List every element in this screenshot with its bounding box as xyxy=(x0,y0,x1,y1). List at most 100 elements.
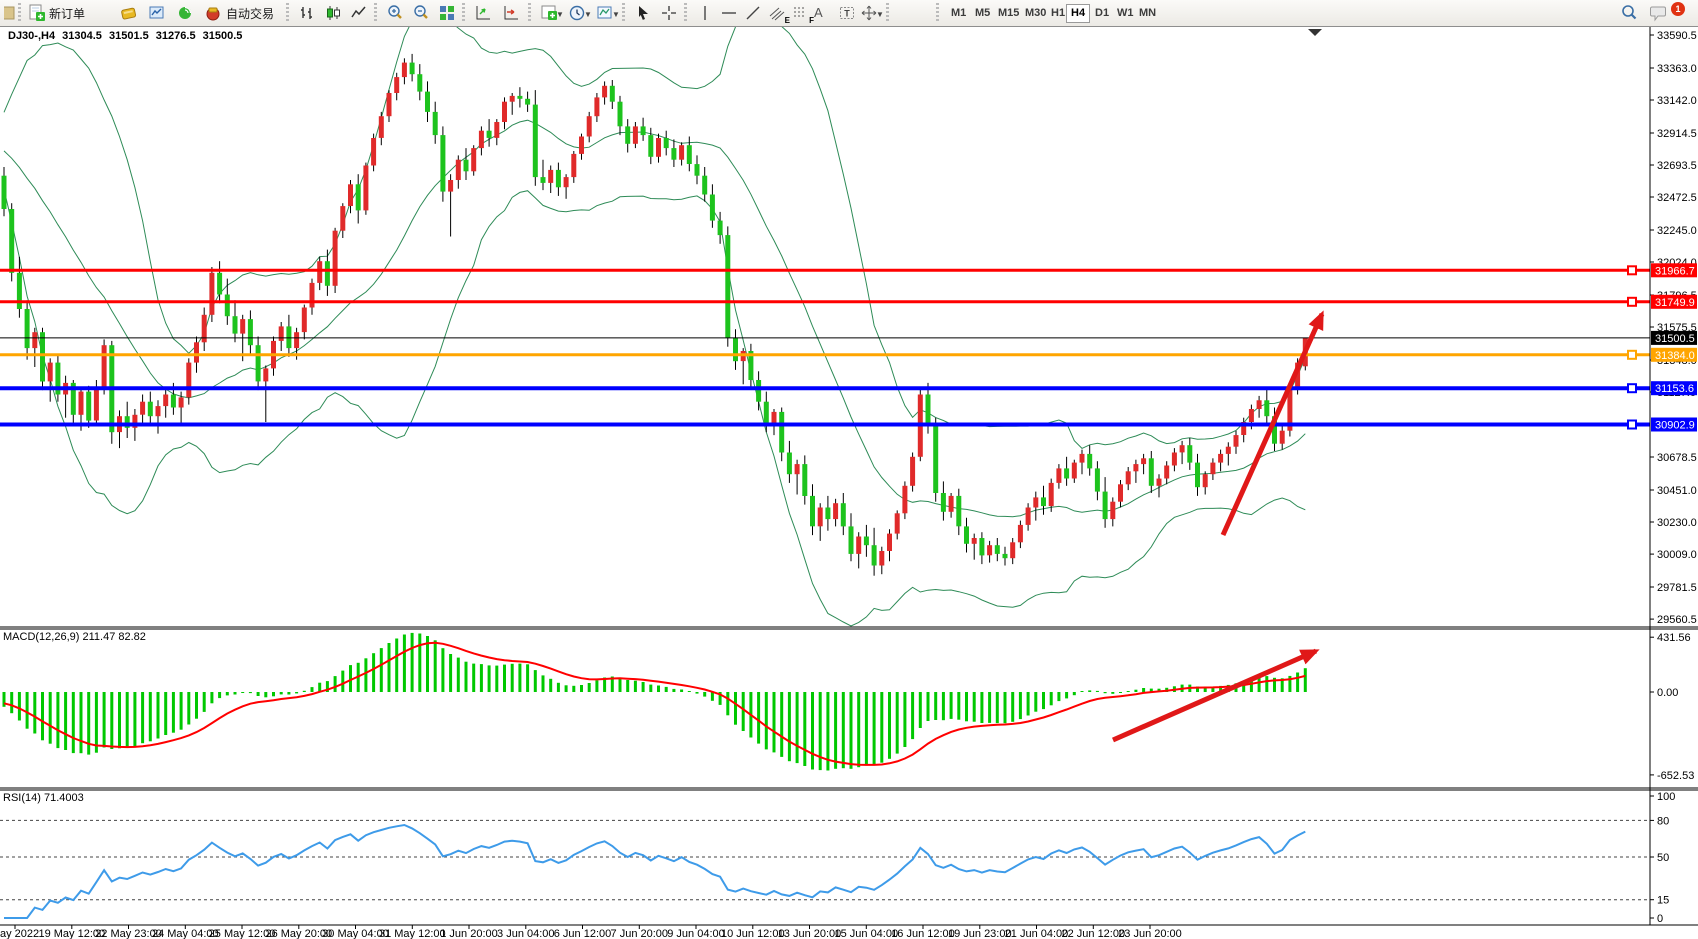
panel-separators[interactable] xyxy=(0,27,1698,926)
macd-axis[interactable]: 431.56 0.00 -652.53 xyxy=(1650,632,1694,782)
rsi-value: 71.4003 xyxy=(43,792,84,804)
signal-icon[interactable] xyxy=(174,3,196,23)
indicators-icon[interactable] xyxy=(538,3,560,23)
templates-icon[interactable] xyxy=(594,3,616,23)
trend-arrow-macd[interactable] xyxy=(1111,648,1320,743)
svg-text:-652.53: -652.53 xyxy=(1657,770,1694,782)
new-order-icon[interactable] xyxy=(26,3,48,23)
chevron-down-icon[interactable]: ▼ xyxy=(556,10,564,19)
tab-timeframe-mn[interactable]: MN xyxy=(1139,7,1157,19)
svg-text:13 Jun 20:00: 13 Jun 20:00 xyxy=(778,928,842,939)
text-tool-icon[interactable]: A xyxy=(814,5,823,20)
toolbar-separator xyxy=(528,3,531,22)
horizontal-levels[interactable] xyxy=(0,265,1650,430)
chevron-down-icon[interactable]: ▼ xyxy=(612,10,620,19)
quote-close: 31500.5 xyxy=(202,30,243,42)
cursor-icon[interactable] xyxy=(632,3,654,23)
tab-timeframe-w1[interactable]: W1 xyxy=(1117,7,1134,19)
svg-text:30009.0: 30009.0 xyxy=(1657,549,1697,561)
svg-text:May 2022: May 2022 xyxy=(0,928,39,939)
svg-text:29560.5: 29560.5 xyxy=(1657,614,1697,626)
new-order-button[interactable]: 新订单 xyxy=(49,7,86,21)
vertical-line-tool-icon[interactable] xyxy=(694,3,716,23)
timeframes-icon[interactable] xyxy=(566,3,588,23)
quote-low: 31276.5 xyxy=(155,30,196,42)
svg-text:31966.7: 31966.7 xyxy=(1655,265,1695,277)
horizontal-line-tool-icon[interactable] xyxy=(718,3,740,23)
svg-text:T: T xyxy=(844,9,850,19)
quote-info-bar: DJ30-,H4 31304.5 31501.5 31276.5 31500.5 xyxy=(8,30,246,42)
trendline-tool-icon[interactable] xyxy=(742,3,764,23)
auto-scroll-icon[interactable] xyxy=(472,3,494,23)
tab-timeframe-d1[interactable]: D1 xyxy=(1095,7,1110,19)
svg-text:29781.5: 29781.5 xyxy=(1657,582,1697,594)
svg-text:3 Jun 04:00: 3 Jun 04:00 xyxy=(497,928,555,939)
search-icon[interactable] xyxy=(1618,3,1640,23)
svg-text:431.56: 431.56 xyxy=(1657,632,1691,644)
svg-text:32914.5: 32914.5 xyxy=(1657,128,1697,140)
price-axis[interactable]: 33590.5 33363.0 33142.0 32914.5 32693.5 32472… xyxy=(1650,30,1697,626)
chart-shift-icon[interactable] xyxy=(500,3,522,23)
market-watch-icon[interactable] xyxy=(146,3,168,23)
toolbar-separator xyxy=(684,3,687,22)
rsi-line xyxy=(4,823,1306,919)
svg-text:24 May 04:00: 24 May 04:00 xyxy=(152,928,219,939)
rsi-axis[interactable]: 100 80 50 15 0 xyxy=(1650,791,1675,925)
tab-timeframe-m1[interactable]: M1 xyxy=(951,7,967,19)
zoom-out-icon[interactable] xyxy=(410,3,432,23)
chevron-down-icon[interactable]: ▼ xyxy=(876,10,884,19)
quote-high: 31501.5 xyxy=(108,30,149,42)
toolbar-separator xyxy=(286,3,289,22)
fibonacci-tool-icon[interactable]: F xyxy=(790,3,814,25)
svg-text:31500.5: 31500.5 xyxy=(1655,333,1695,345)
svg-text:0: 0 xyxy=(1657,913,1663,925)
svg-text:30451.0: 30451.0 xyxy=(1657,485,1697,497)
toolbar-drag-handle[interactable] xyxy=(936,3,939,22)
svg-text:15 Jun 04:00: 15 Jun 04:00 xyxy=(834,928,898,939)
clipped-icon xyxy=(0,3,22,23)
macd-signal-value: 82.82 xyxy=(118,631,146,643)
svg-text:32693.5: 32693.5 xyxy=(1657,160,1697,172)
tab-timeframe-m30[interactable]: M30 xyxy=(1025,7,1047,19)
shapes-tool-icon[interactable] xyxy=(858,3,880,23)
tab-timeframe-h1[interactable]: H1 xyxy=(1051,7,1066,19)
svg-text:0.00: 0.00 xyxy=(1657,687,1678,699)
rsi-indicator-label: RSI(14) 71.4003 xyxy=(3,792,84,804)
auto-trading-button[interactable]: 自动交易 xyxy=(226,7,275,21)
macd-signal-line xyxy=(3,641,1306,766)
tab-timeframe-m5[interactable]: M5 xyxy=(975,7,991,19)
chart-shift-marker[interactable] xyxy=(1308,29,1322,36)
line-chart-type-icon[interactable] xyxy=(348,3,370,23)
svg-text:30230.0: 30230.0 xyxy=(1657,517,1697,529)
notification-badge[interactable]: 1 xyxy=(1671,2,1685,16)
bar-chart-type-icon[interactable] xyxy=(296,3,318,23)
channel-tool-icon[interactable]: E xyxy=(766,3,790,25)
svg-text:33590.5: 33590.5 xyxy=(1657,30,1697,42)
svg-text:32472.5: 32472.5 xyxy=(1657,192,1697,204)
svg-text:31749.9: 31749.9 xyxy=(1655,297,1695,309)
svg-text:26 May 20:00: 26 May 20:00 xyxy=(265,928,332,939)
trend-arrow-price[interactable] xyxy=(1220,310,1325,537)
zoom-in-icon[interactable] xyxy=(384,3,406,23)
tab-timeframe-m15[interactable]: M15 xyxy=(998,7,1020,19)
svg-text:33363.0: 33363.0 xyxy=(1657,63,1697,75)
svg-text:22 May 23:00: 22 May 23:00 xyxy=(95,928,162,939)
svg-text:31384.0: 31384.0 xyxy=(1655,350,1695,362)
tile-windows-icon[interactable] xyxy=(436,3,458,23)
macd-histogram xyxy=(2,632,1307,771)
auto-trading-icon[interactable] xyxy=(202,3,224,23)
chat-icon[interactable] xyxy=(1648,3,1670,23)
chart-window-icon[interactable] xyxy=(118,3,140,23)
label-tool-icon[interactable]: T xyxy=(836,3,858,23)
chevron-down-icon[interactable]: ▼ xyxy=(584,10,592,19)
macd-value: 211.47 xyxy=(82,631,116,643)
tab-timeframe-h4[interactable]: H4 xyxy=(1066,4,1091,23)
svg-text:21 Jun 04:00: 21 Jun 04:00 xyxy=(1005,928,1069,939)
svg-text:19 May 12:00: 19 May 12:00 xyxy=(38,928,105,939)
svg-text:31153.6: 31153.6 xyxy=(1655,383,1694,395)
crosshair-icon[interactable] xyxy=(658,3,680,23)
candlestick-chart-type-icon[interactable] xyxy=(322,3,344,23)
